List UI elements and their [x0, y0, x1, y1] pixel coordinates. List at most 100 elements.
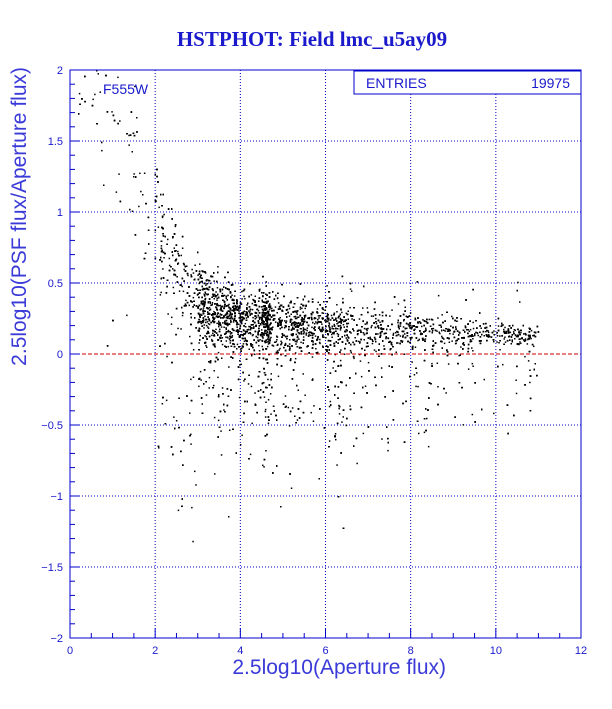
- data-point: [437, 294, 440, 297]
- data-point: [277, 375, 280, 378]
- data-point: [264, 330, 266, 333]
- data-point: [520, 331, 522, 334]
- data-point: [227, 345, 229, 348]
- data-point: [242, 334, 244, 337]
- data-point: [194, 264, 196, 266]
- data-point: [266, 341, 268, 343]
- data-point: [397, 324, 400, 326]
- data-point: [318, 341, 321, 344]
- data-point: [207, 301, 210, 303]
- data-point: [506, 339, 509, 342]
- data-point: [431, 329, 434, 332]
- data-point: [493, 334, 495, 336]
- data-point: [431, 319, 434, 321]
- data-point: [264, 416, 267, 418]
- data-point: [128, 134, 130, 137]
- data-point: [278, 349, 280, 351]
- data-point: [213, 293, 216, 296]
- data-point: [303, 331, 305, 333]
- data-point: [496, 341, 498, 343]
- data-point: [204, 300, 206, 303]
- data-point: [312, 378, 314, 380]
- data-point: [264, 316, 266, 319]
- data-point: [300, 341, 302, 344]
- data-point: [527, 338, 529, 341]
- data-point: [223, 409, 225, 411]
- data-point: [221, 337, 224, 339]
- data-point: [168, 264, 171, 267]
- data-point: [266, 321, 269, 324]
- data-point: [246, 304, 248, 306]
- data-point: [205, 318, 208, 321]
- data-point: [258, 318, 261, 320]
- data-point: [261, 308, 264, 311]
- data-point: [451, 340, 453, 342]
- data-point: [228, 317, 231, 320]
- data-point: [294, 321, 296, 324]
- data-point: [248, 312, 251, 314]
- data-point: [254, 353, 256, 356]
- data-point: [396, 342, 398, 344]
- data-point: [257, 330, 259, 333]
- data-point: [191, 268, 193, 271]
- data-point: [238, 310, 240, 312]
- data-point: [255, 316, 258, 319]
- data-point: [513, 329, 516, 331]
- data-point: [354, 337, 356, 339]
- data-point: [220, 326, 223, 328]
- data-point: [262, 464, 264, 467]
- data-point: [258, 350, 261, 352]
- data-point: [268, 326, 270, 329]
- data-point: [328, 440, 331, 442]
- data-point: [534, 363, 536, 365]
- data-point: [205, 321, 207, 324]
- data-point: [213, 335, 216, 337]
- data-point: [391, 309, 393, 311]
- data-point: [207, 327, 210, 329]
- data-point: [92, 98, 94, 101]
- data-point: [487, 331, 490, 334]
- data-point: [227, 329, 230, 332]
- data-point: [295, 333, 297, 336]
- data-point: [299, 306, 302, 308]
- data-point: [448, 341, 451, 343]
- data-point: [371, 324, 373, 327]
- data-point: [213, 298, 215, 300]
- data-point: [417, 339, 419, 342]
- data-point: [294, 317, 297, 320]
- data-point: [276, 339, 278, 341]
- data-point: [219, 328, 221, 330]
- data-point: [101, 149, 103, 152]
- data-point: [483, 335, 485, 337]
- data-point: [204, 310, 206, 312]
- data-point: [287, 406, 290, 409]
- data-point: [318, 317, 320, 319]
- data-point: [208, 387, 210, 389]
- data-point: [524, 338, 527, 340]
- data-point: [227, 317, 229, 320]
- data-point: [267, 327, 269, 330]
- data-point: [204, 272, 207, 274]
- data-point: [326, 312, 329, 315]
- data-point: [350, 332, 352, 334]
- data-point: [272, 326, 274, 328]
- data-point: [208, 309, 211, 311]
- data-point: [349, 405, 351, 407]
- data-point: [408, 315, 411, 317]
- data-point: [289, 339, 291, 341]
- data-point: [240, 331, 243, 333]
- data-point: [241, 290, 243, 293]
- data-point: [198, 282, 200, 285]
- data-point: [288, 425, 291, 427]
- data-point: [472, 350, 474, 352]
- data-point: [275, 340, 278, 343]
- data-point: [159, 294, 162, 296]
- data-point: [204, 315, 206, 317]
- data-point: [296, 419, 299, 421]
- data-point: [514, 329, 517, 332]
- data-point: [158, 447, 160, 449]
- data-point: [249, 310, 251, 312]
- data-point: [375, 317, 377, 320]
- data-point: [383, 345, 385, 347]
